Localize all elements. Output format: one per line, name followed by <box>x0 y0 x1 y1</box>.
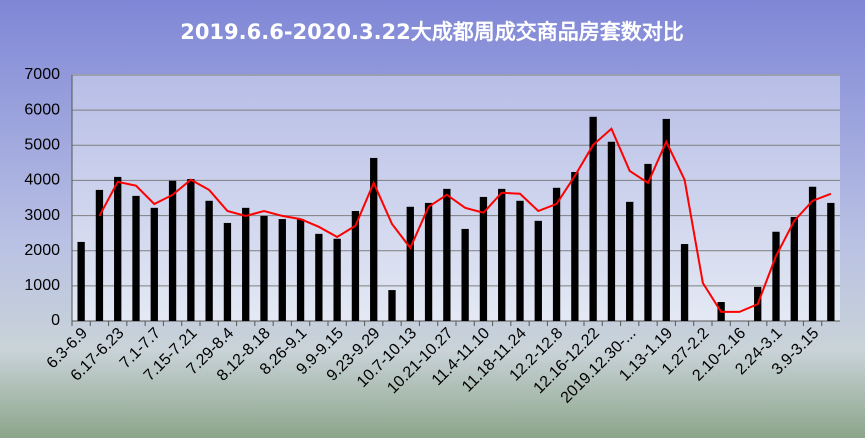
bar <box>114 176 122 321</box>
bar <box>424 202 433 321</box>
bar <box>168 180 177 321</box>
bar <box>242 207 250 321</box>
bar <box>187 179 195 321</box>
bar <box>223 222 232 321</box>
y-tick-label: 6000 <box>24 101 60 118</box>
y-tick-label: 5000 <box>24 137 60 154</box>
bar <box>95 189 104 321</box>
y-tick-label: 1000 <box>24 277 60 294</box>
y-tick-label: 3000 <box>24 207 60 224</box>
plot-area <box>72 74 840 321</box>
bar <box>443 188 451 321</box>
bar <box>589 116 597 321</box>
bar <box>296 219 305 321</box>
bar <box>680 244 689 321</box>
bar <box>827 202 835 321</box>
bar <box>662 118 670 321</box>
bar <box>260 215 268 321</box>
bar <box>808 186 817 321</box>
bar <box>132 195 140 321</box>
chart-title: 2019.6.6-2020.3.22大成都周成交商品房套数对比 <box>180 20 684 44</box>
bar <box>205 200 213 321</box>
bar <box>333 238 341 321</box>
bar <box>479 196 488 321</box>
bar <box>552 187 561 321</box>
bar <box>498 188 506 321</box>
bar <box>626 201 634 321</box>
y-tick-label: 7000 <box>24 66 60 83</box>
bar <box>571 171 579 321</box>
bar <box>607 141 616 321</box>
bar <box>278 219 286 321</box>
bar <box>516 200 524 321</box>
bar <box>644 163 652 321</box>
bar <box>406 206 414 321</box>
y-tick-label: 2000 <box>24 242 60 259</box>
bar <box>315 233 323 321</box>
bar <box>77 241 85 321</box>
bar <box>534 220 542 321</box>
bar <box>790 216 798 321</box>
y-tick-label: 4000 <box>24 172 60 189</box>
line <box>98 127 832 313</box>
bar <box>461 228 469 321</box>
bar <box>150 207 158 321</box>
bar <box>370 157 378 321</box>
bar <box>772 231 780 321</box>
bar <box>388 290 396 321</box>
y-tick-label: 0 <box>51 312 60 329</box>
bar <box>351 211 360 321</box>
